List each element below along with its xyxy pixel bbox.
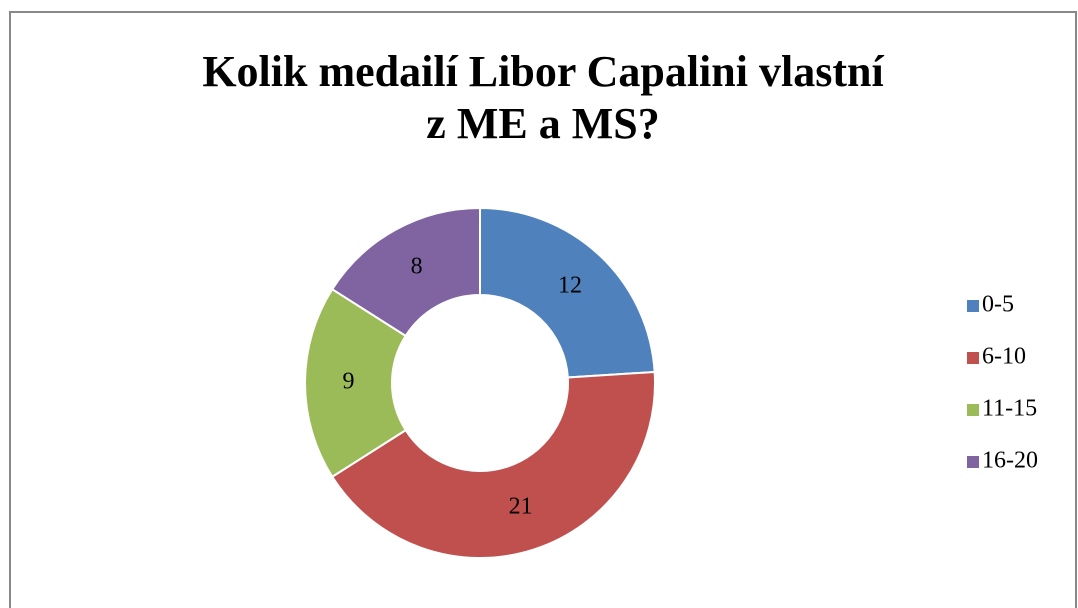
legend-swatch: [967, 456, 979, 468]
legend-label: 11-15: [982, 396, 1037, 422]
chart-frame: [9, 11, 1077, 608]
donut-slice: [330, 206, 481, 338]
data-label: 8: [411, 253, 423, 279]
donut-slice: [479, 206, 656, 379]
data-label: 9: [343, 369, 355, 395]
data-label: 12: [558, 273, 582, 299]
legend-swatch: [967, 404, 979, 416]
donut-slice: [330, 370, 656, 559]
data-label: 21: [509, 494, 533, 520]
donut-slice: [304, 287, 408, 479]
legend-swatch: [967, 300, 979, 312]
chart-title: z ME a MS?: [426, 99, 659, 148]
chart-title: Kolik medailí Libor Capalini vlastní: [202, 47, 884, 96]
legend-label: 6-10: [982, 344, 1026, 370]
legend-label: 0-5: [982, 292, 1014, 318]
legend-swatch: [967, 352, 979, 364]
legend-label: 16-20: [982, 448, 1038, 474]
